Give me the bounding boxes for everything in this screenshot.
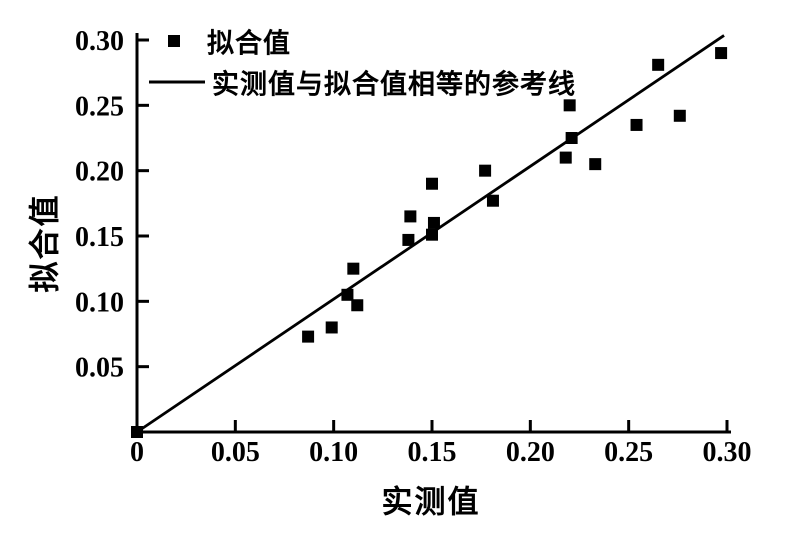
data-point xyxy=(715,47,728,60)
data-point xyxy=(404,210,417,223)
y-tick-label: 0.25 xyxy=(75,91,124,122)
y-tick-label: 0.05 xyxy=(75,353,124,384)
legend-label-reference-line: 实测值与拟合值相等的参考线 xyxy=(212,69,576,100)
data-point xyxy=(479,164,492,177)
data-point xyxy=(426,228,438,241)
data-point xyxy=(559,151,572,164)
y-tick-label: 0.30 xyxy=(75,26,124,57)
data-point xyxy=(325,321,338,334)
data-point xyxy=(302,330,315,343)
x-tick-label: 0.30 xyxy=(703,437,752,468)
x-tick-label: 0.05 xyxy=(211,437,260,468)
x-tick-label: 0.10 xyxy=(309,437,358,468)
data-point xyxy=(351,299,364,312)
x-axis-title: 实测值 xyxy=(381,484,481,520)
data-point xyxy=(673,109,686,122)
data-point xyxy=(347,262,360,275)
data-point xyxy=(486,194,499,207)
y-tick-label: 0.15 xyxy=(75,222,124,253)
data-point xyxy=(563,99,576,112)
data-point xyxy=(630,118,643,131)
x-tick-label: 0 xyxy=(130,437,144,468)
y-tick-label: 0.10 xyxy=(75,287,124,318)
data-point xyxy=(427,216,440,229)
x-tick-label: 0.15 xyxy=(408,437,457,468)
data-point xyxy=(652,58,665,71)
data-point xyxy=(565,132,578,144)
x-tick-label: 0.25 xyxy=(604,437,653,468)
x-tick-label: 0.20 xyxy=(506,437,555,468)
legend-marker-square xyxy=(168,35,180,47)
data-point xyxy=(341,288,354,301)
data-point xyxy=(426,177,438,190)
y-axis-title: 拟合值 xyxy=(27,193,63,293)
data-point xyxy=(131,426,143,438)
data-point xyxy=(402,233,415,246)
data-point xyxy=(589,158,602,171)
legend-label-fitted-values: 拟合值 xyxy=(207,28,291,59)
y-tick-label: 0.20 xyxy=(75,157,124,188)
